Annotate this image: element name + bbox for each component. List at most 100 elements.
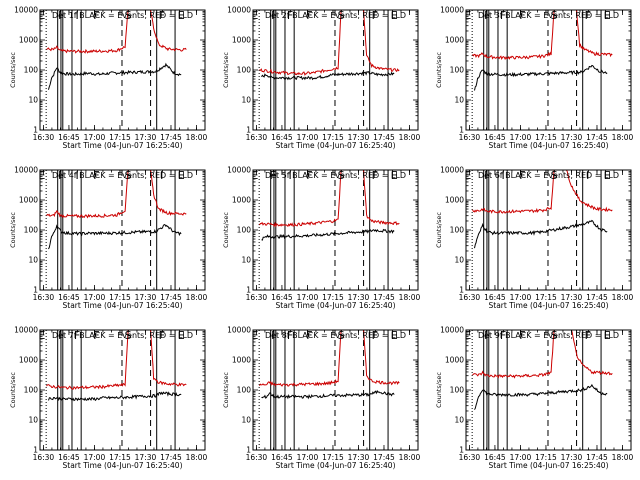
chart-title: Det 1f BLACK = Events, RED = LLD bbox=[52, 11, 193, 20]
segment-label: F bbox=[93, 169, 99, 182]
x-tick-label: 17:30 bbox=[348, 293, 370, 302]
y-tick-label: 100 bbox=[24, 66, 39, 75]
y-tick-label: 10000 bbox=[227, 166, 251, 175]
y-axis-label: Counts/sec bbox=[435, 372, 443, 408]
segment-label: E bbox=[391, 329, 398, 342]
y-tick-label: 1 bbox=[33, 126, 38, 135]
x-tick-label: 16:45 bbox=[58, 293, 80, 302]
segment-label: E bbox=[38, 169, 45, 182]
segment-label: S bbox=[125, 329, 132, 342]
x-axis-label: Start Time (04-Jun-07 16:25:40) bbox=[63, 141, 183, 150]
y-tick-label: 10 bbox=[454, 96, 464, 105]
plot-frame bbox=[252, 329, 419, 451]
y-tick-label: 10000 bbox=[227, 326, 251, 335]
y-tick-label: 10 bbox=[241, 416, 251, 425]
plot-frame bbox=[39, 329, 206, 451]
y-tick-label: 10000 bbox=[440, 166, 464, 175]
segment-label: E bbox=[251, 169, 258, 182]
y-axis-label: Counts/sec bbox=[9, 212, 17, 248]
y-tick-label: 1 bbox=[33, 286, 38, 295]
y-tick-label: 10 bbox=[454, 256, 464, 265]
x-tick-label: 17:15 bbox=[322, 133, 344, 142]
x-tick-label: 16:30 bbox=[33, 293, 55, 302]
segment-label: E bbox=[464, 9, 471, 22]
y-tick-label: 1000 bbox=[232, 356, 251, 365]
y-tick-label: 100 bbox=[450, 66, 465, 75]
x-tick-label: 16:45 bbox=[271, 293, 293, 302]
y-axis-label: Counts/sec bbox=[222, 372, 230, 408]
segment-label: I bbox=[484, 169, 487, 182]
x-tick-label: 18:00 bbox=[612, 293, 634, 302]
x-tick-label: 18:00 bbox=[399, 133, 421, 142]
segment-label: F bbox=[287, 329, 293, 342]
x-tick-label: 17:45 bbox=[160, 453, 182, 462]
series-line-lld bbox=[46, 9, 187, 54]
segment-label: S bbox=[338, 9, 345, 22]
y-tick-label: 10 bbox=[28, 256, 38, 265]
x-tick-label: 17:45 bbox=[373, 133, 395, 142]
y-tick-label: 10000 bbox=[14, 6, 38, 15]
x-axis-label: Start Time (04-Jun-07 16:25:40) bbox=[489, 141, 609, 150]
panel-det-3: 1 10 100 1000 10000 16:30 16:45 17:00 17:15 17:30… bbox=[435, 6, 634, 151]
y-tick-label: 1 bbox=[459, 126, 464, 135]
series-line-events bbox=[48, 62, 182, 90]
x-tick-label: 17:00 bbox=[510, 453, 532, 462]
x-tick-label: 17:15 bbox=[535, 453, 557, 462]
x-tick-label: 17:30 bbox=[561, 133, 583, 142]
panel-det-1: 1 10 100 1000 10000 16:30 16:45 17:00 17:15 17:30… bbox=[9, 6, 208, 151]
chart-title: Det 4f BLACK = Events, RED = LLD bbox=[52, 171, 193, 180]
segment-label: E bbox=[604, 169, 611, 182]
segment-label: E bbox=[38, 329, 45, 342]
segment-label: S bbox=[551, 9, 558, 22]
y-tick-label: 10 bbox=[28, 96, 38, 105]
x-tick-label: 16:30 bbox=[246, 293, 268, 302]
y-tick-label: 100 bbox=[450, 226, 465, 235]
y-tick-label: 10 bbox=[454, 416, 464, 425]
x-axis-label: Start Time (04-Jun-07 16:25:40) bbox=[489, 301, 609, 310]
segment-label: E bbox=[251, 329, 258, 342]
series-line-events bbox=[474, 219, 608, 249]
panel-det-9: 1 10 100 1000 10000 16:30 16:45 17:00 17:15 17:30… bbox=[435, 326, 634, 471]
x-tick-label: 18:00 bbox=[186, 133, 208, 142]
x-tick-label: 17:00 bbox=[84, 133, 106, 142]
segment-label: S bbox=[125, 169, 132, 182]
panel-det-4: 1 10 100 1000 10000 16:30 16:45 17:00 17:15 17:30… bbox=[9, 166, 208, 311]
x-tick-label: 17:00 bbox=[297, 293, 319, 302]
x-tick-label: 16:30 bbox=[246, 453, 268, 462]
segment-label: I bbox=[271, 329, 274, 342]
series-line-lld bbox=[472, 9, 613, 61]
chart-title: Det 7f BLACK = Events, RED = LLD bbox=[52, 331, 193, 340]
panel-det-6: 1 10 100 1000 10000 16:30 16:45 17:00 17:15 17:30… bbox=[435, 166, 634, 311]
segment-label: I bbox=[58, 169, 61, 182]
x-tick-label: 16:45 bbox=[484, 133, 506, 142]
x-axis-label: Start Time (04-Jun-07 16:25:40) bbox=[276, 461, 396, 470]
y-tick-label: 10000 bbox=[14, 326, 38, 335]
x-tick-label: 17:45 bbox=[373, 293, 395, 302]
segment-label: E bbox=[604, 9, 611, 22]
plot-frame bbox=[39, 9, 206, 131]
segment-label: E bbox=[178, 9, 185, 22]
y-tick-label: 1000 bbox=[445, 36, 464, 45]
segment-label: F bbox=[270, 169, 276, 182]
y-tick-label: 100 bbox=[24, 386, 39, 395]
x-tick-label: 17:45 bbox=[373, 453, 395, 462]
x-tick-label: 18:00 bbox=[399, 453, 421, 462]
segment-label: F bbox=[159, 329, 165, 342]
series-line-lld bbox=[472, 329, 613, 379]
x-tick-label: 16:30 bbox=[459, 453, 481, 462]
chart-title: Det 3f BLACK = Events, RED = LLD bbox=[478, 11, 619, 20]
y-tick-label: 100 bbox=[237, 226, 252, 235]
x-axis-label: Start Time (04-Jun-07 16:25:40) bbox=[63, 461, 183, 470]
y-tick-label: 10000 bbox=[14, 166, 38, 175]
x-axis-label: Start Time (04-Jun-07 16:25:40) bbox=[489, 461, 609, 470]
segment-label: E bbox=[464, 169, 471, 182]
segment-label: I bbox=[288, 169, 291, 182]
y-tick-label: 1 bbox=[246, 126, 251, 135]
x-tick-label: 17:00 bbox=[510, 293, 532, 302]
x-tick-label: 16:30 bbox=[459, 293, 481, 302]
x-axis-label: Start Time (04-Jun-07 16:25:40) bbox=[276, 301, 396, 310]
segment-label: F bbox=[93, 329, 99, 342]
series-line-lld bbox=[472, 169, 613, 214]
segment-label: F bbox=[372, 9, 378, 22]
plot-frame bbox=[465, 329, 632, 451]
